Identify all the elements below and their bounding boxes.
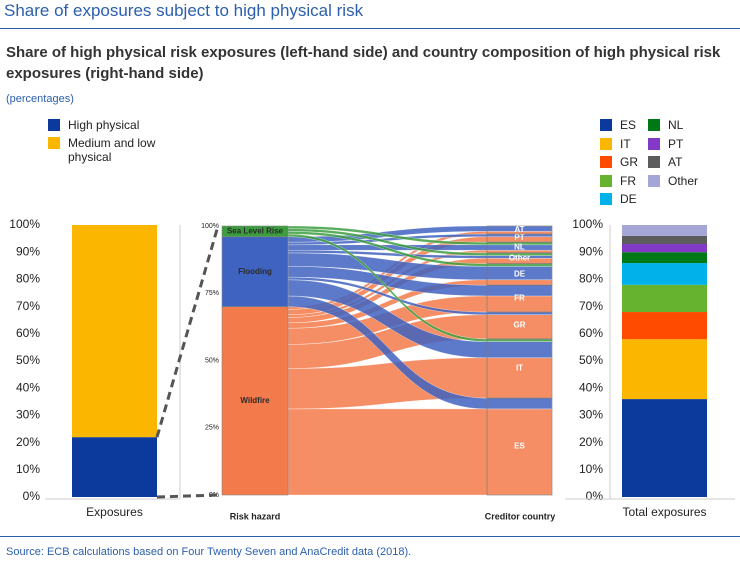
y-tick-label: 60% — [16, 326, 40, 340]
country-label: Other — [509, 253, 530, 262]
legend-label: FR — [620, 173, 636, 188]
y-tick-label: 70% — [579, 299, 603, 313]
source: Source: ECB calculations based on Four T… — [6, 546, 412, 558]
axis-label: Risk hazard — [230, 511, 281, 521]
legend-swatch — [600, 174, 612, 187]
subtitle: Share of high physical risk exposures (l… — [6, 44, 721, 82]
hazard-node — [221, 236, 289, 307]
hazard-label: Flooding — [238, 267, 272, 276]
legend-swatch — [648, 119, 660, 131]
y-tick-label: 90% — [16, 244, 40, 258]
legend-swatch — [48, 137, 60, 149]
country-label: AT — [514, 225, 524, 234]
country-label: NL — [514, 243, 525, 252]
title-rule — [0, 28, 740, 29]
legend-swatch — [600, 119, 612, 131]
axis-label: Creditor country — [485, 511, 556, 521]
hazard-label: Wildfire — [240, 396, 270, 405]
y-tick-label: 80% — [579, 272, 603, 286]
x-tick-label: Exposures — [86, 505, 143, 519]
legend-label: Other — [668, 173, 699, 188]
y-tick-label: 100% — [201, 223, 219, 230]
y-tick-label: 90% — [579, 244, 603, 258]
legend-swatch — [600, 193, 612, 205]
y-tick-label: 70% — [16, 299, 40, 313]
bar-segment — [622, 399, 707, 497]
country-label: FR — [514, 294, 525, 303]
y-tick-label: 10% — [16, 462, 40, 476]
y-tick-label: 75% — [205, 290, 219, 297]
legend-label: IT — [620, 136, 631, 151]
legend-swatch — [600, 137, 612, 150]
bar-segment — [622, 252, 707, 264]
y-tick-label: 100% — [572, 217, 603, 231]
y-tick-label: 50% — [16, 353, 40, 367]
hazard-label: Sea Level Rise — [227, 226, 284, 235]
legend-label: DE — [620, 192, 637, 206]
legend-swatch — [600, 156, 612, 168]
legend-label: AT — [668, 155, 683, 169]
bar-segment — [622, 225, 707, 236]
legend-label: PT — [668, 136, 684, 151]
y-tick-label: 30% — [16, 408, 40, 422]
y-tick-label: 100% — [9, 217, 40, 231]
flow — [287, 408, 553, 496]
y-tick-label: 20% — [579, 435, 603, 449]
hazard-node — [221, 225, 289, 238]
y-tick-label: 30% — [579, 408, 603, 422]
y-tick-label: 20% — [16, 435, 40, 449]
legend-swatch — [648, 174, 660, 187]
x-tick-label: Total exposures — [622, 505, 706, 519]
legend-label: High physical — [68, 118, 140, 132]
y-tick-label: 40% — [579, 380, 603, 394]
bar-segment — [72, 225, 157, 438]
connector — [155, 225, 220, 438]
y-tick-label: 50% — [205, 357, 219, 364]
country-label: DE — [514, 270, 526, 279]
source-rule — [0, 536, 740, 537]
bar-segment — [622, 244, 707, 253]
y-tick-label: 0% — [586, 489, 604, 503]
bar-segment — [622, 284, 707, 313]
y-tick-label: 60% — [579, 326, 603, 340]
y-tick-label: 40% — [16, 380, 40, 394]
y-tick-label: 25% — [205, 425, 219, 432]
units: (percentages) — [6, 93, 74, 105]
legend-label: Medium and low physical — [68, 136, 156, 164]
bar-segment — [622, 263, 707, 285]
country-label: PT — [514, 233, 524, 242]
y-tick-label: 0% — [23, 489, 41, 503]
y-tick-label: 10% — [579, 462, 603, 476]
connector — [156, 493, 219, 499]
bar-segment — [622, 312, 707, 340]
country-node — [486, 225, 553, 235]
legend-swatch — [648, 137, 660, 150]
legend-swatch — [48, 119, 60, 131]
y-tick-label: 50% — [579, 353, 603, 367]
y-tick-label: 80% — [16, 272, 40, 286]
country-label: GR — [514, 321, 526, 330]
bar-segment — [72, 437, 157, 497]
bar-segment — [622, 339, 707, 400]
legend-label: GR — [620, 155, 638, 169]
legend-label: ES — [620, 118, 637, 132]
page-title: Share of exposures subject to high physi… — [4, 1, 364, 20]
bar-segment — [622, 235, 707, 245]
legend-swatch — [648, 156, 660, 168]
country-label: IT — [516, 364, 523, 373]
legend-label: NL — [668, 118, 684, 132]
country-label: ES — [514, 442, 525, 451]
hazard-node — [221, 306, 289, 496]
